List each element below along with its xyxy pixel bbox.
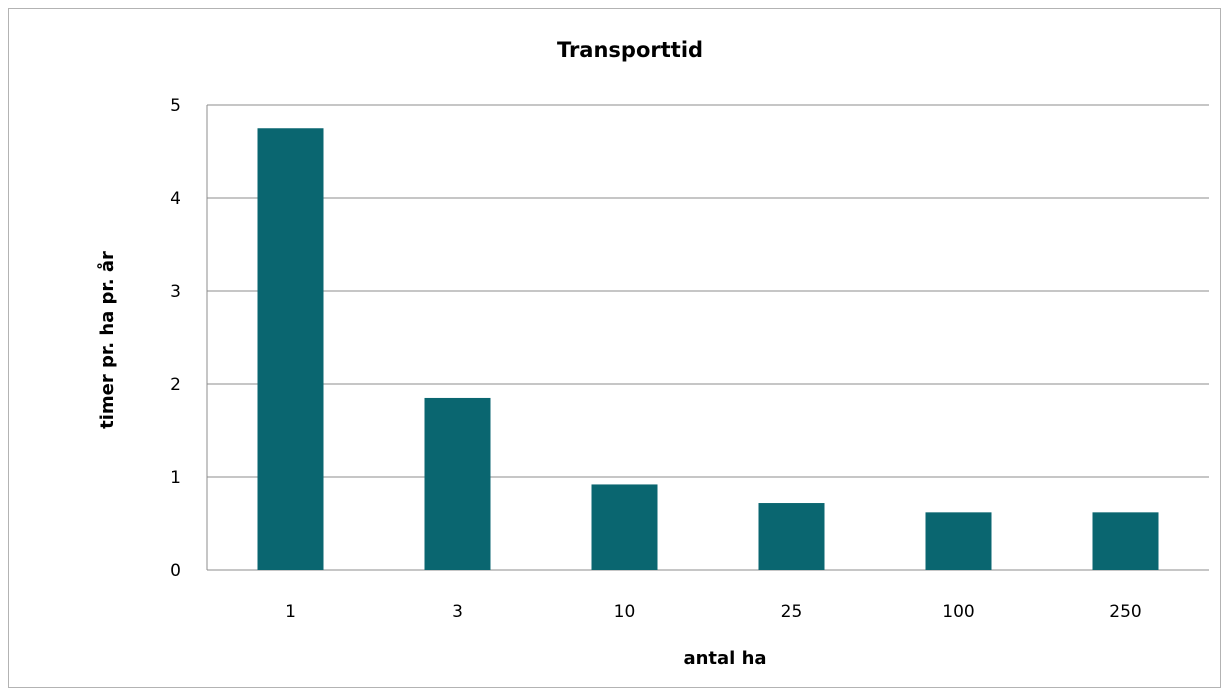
x-tick-label: 100 bbox=[942, 602, 974, 622]
bar-1 bbox=[257, 128, 324, 570]
y-tick-label: 2 bbox=[170, 375, 181, 395]
bar-3 bbox=[424, 397, 491, 570]
y-tick-labels: 0 1 2 3 4 5 bbox=[170, 96, 181, 581]
x-tick-labels: 1 3 10 25 100 250 bbox=[285, 602, 1142, 622]
bar-25 bbox=[758, 503, 825, 570]
y-tick-label: 4 bbox=[170, 189, 181, 209]
gridlines bbox=[206, 104, 1209, 571]
bars bbox=[257, 128, 1159, 570]
chart-title: Transporttid bbox=[557, 38, 703, 62]
y-tick-label: 1 bbox=[170, 468, 181, 488]
bar-250 bbox=[1092, 512, 1159, 570]
bar-10 bbox=[591, 484, 658, 570]
x-tick-label: 3 bbox=[452, 602, 463, 622]
y-tick-label: 0 bbox=[170, 561, 181, 581]
y-tick-label: 5 bbox=[170, 96, 181, 116]
x-tick-label: 250 bbox=[1109, 602, 1141, 622]
x-axis-title: antal ha bbox=[683, 648, 766, 669]
y-tick-label: 3 bbox=[170, 282, 181, 302]
chart-frame bbox=[8, 8, 1221, 688]
x-tick-label: 25 bbox=[781, 602, 803, 622]
x-tick-label: 1 bbox=[285, 602, 296, 622]
x-tick-label: 10 bbox=[614, 602, 636, 622]
bar-100 bbox=[925, 512, 992, 570]
y-axis-title: timer pr. ha pr. år bbox=[96, 251, 118, 429]
bar-chart: Transporttid 0 1 2 3 4 5 1 3 10 25 100 250 antal h… bbox=[96, 38, 1209, 669]
